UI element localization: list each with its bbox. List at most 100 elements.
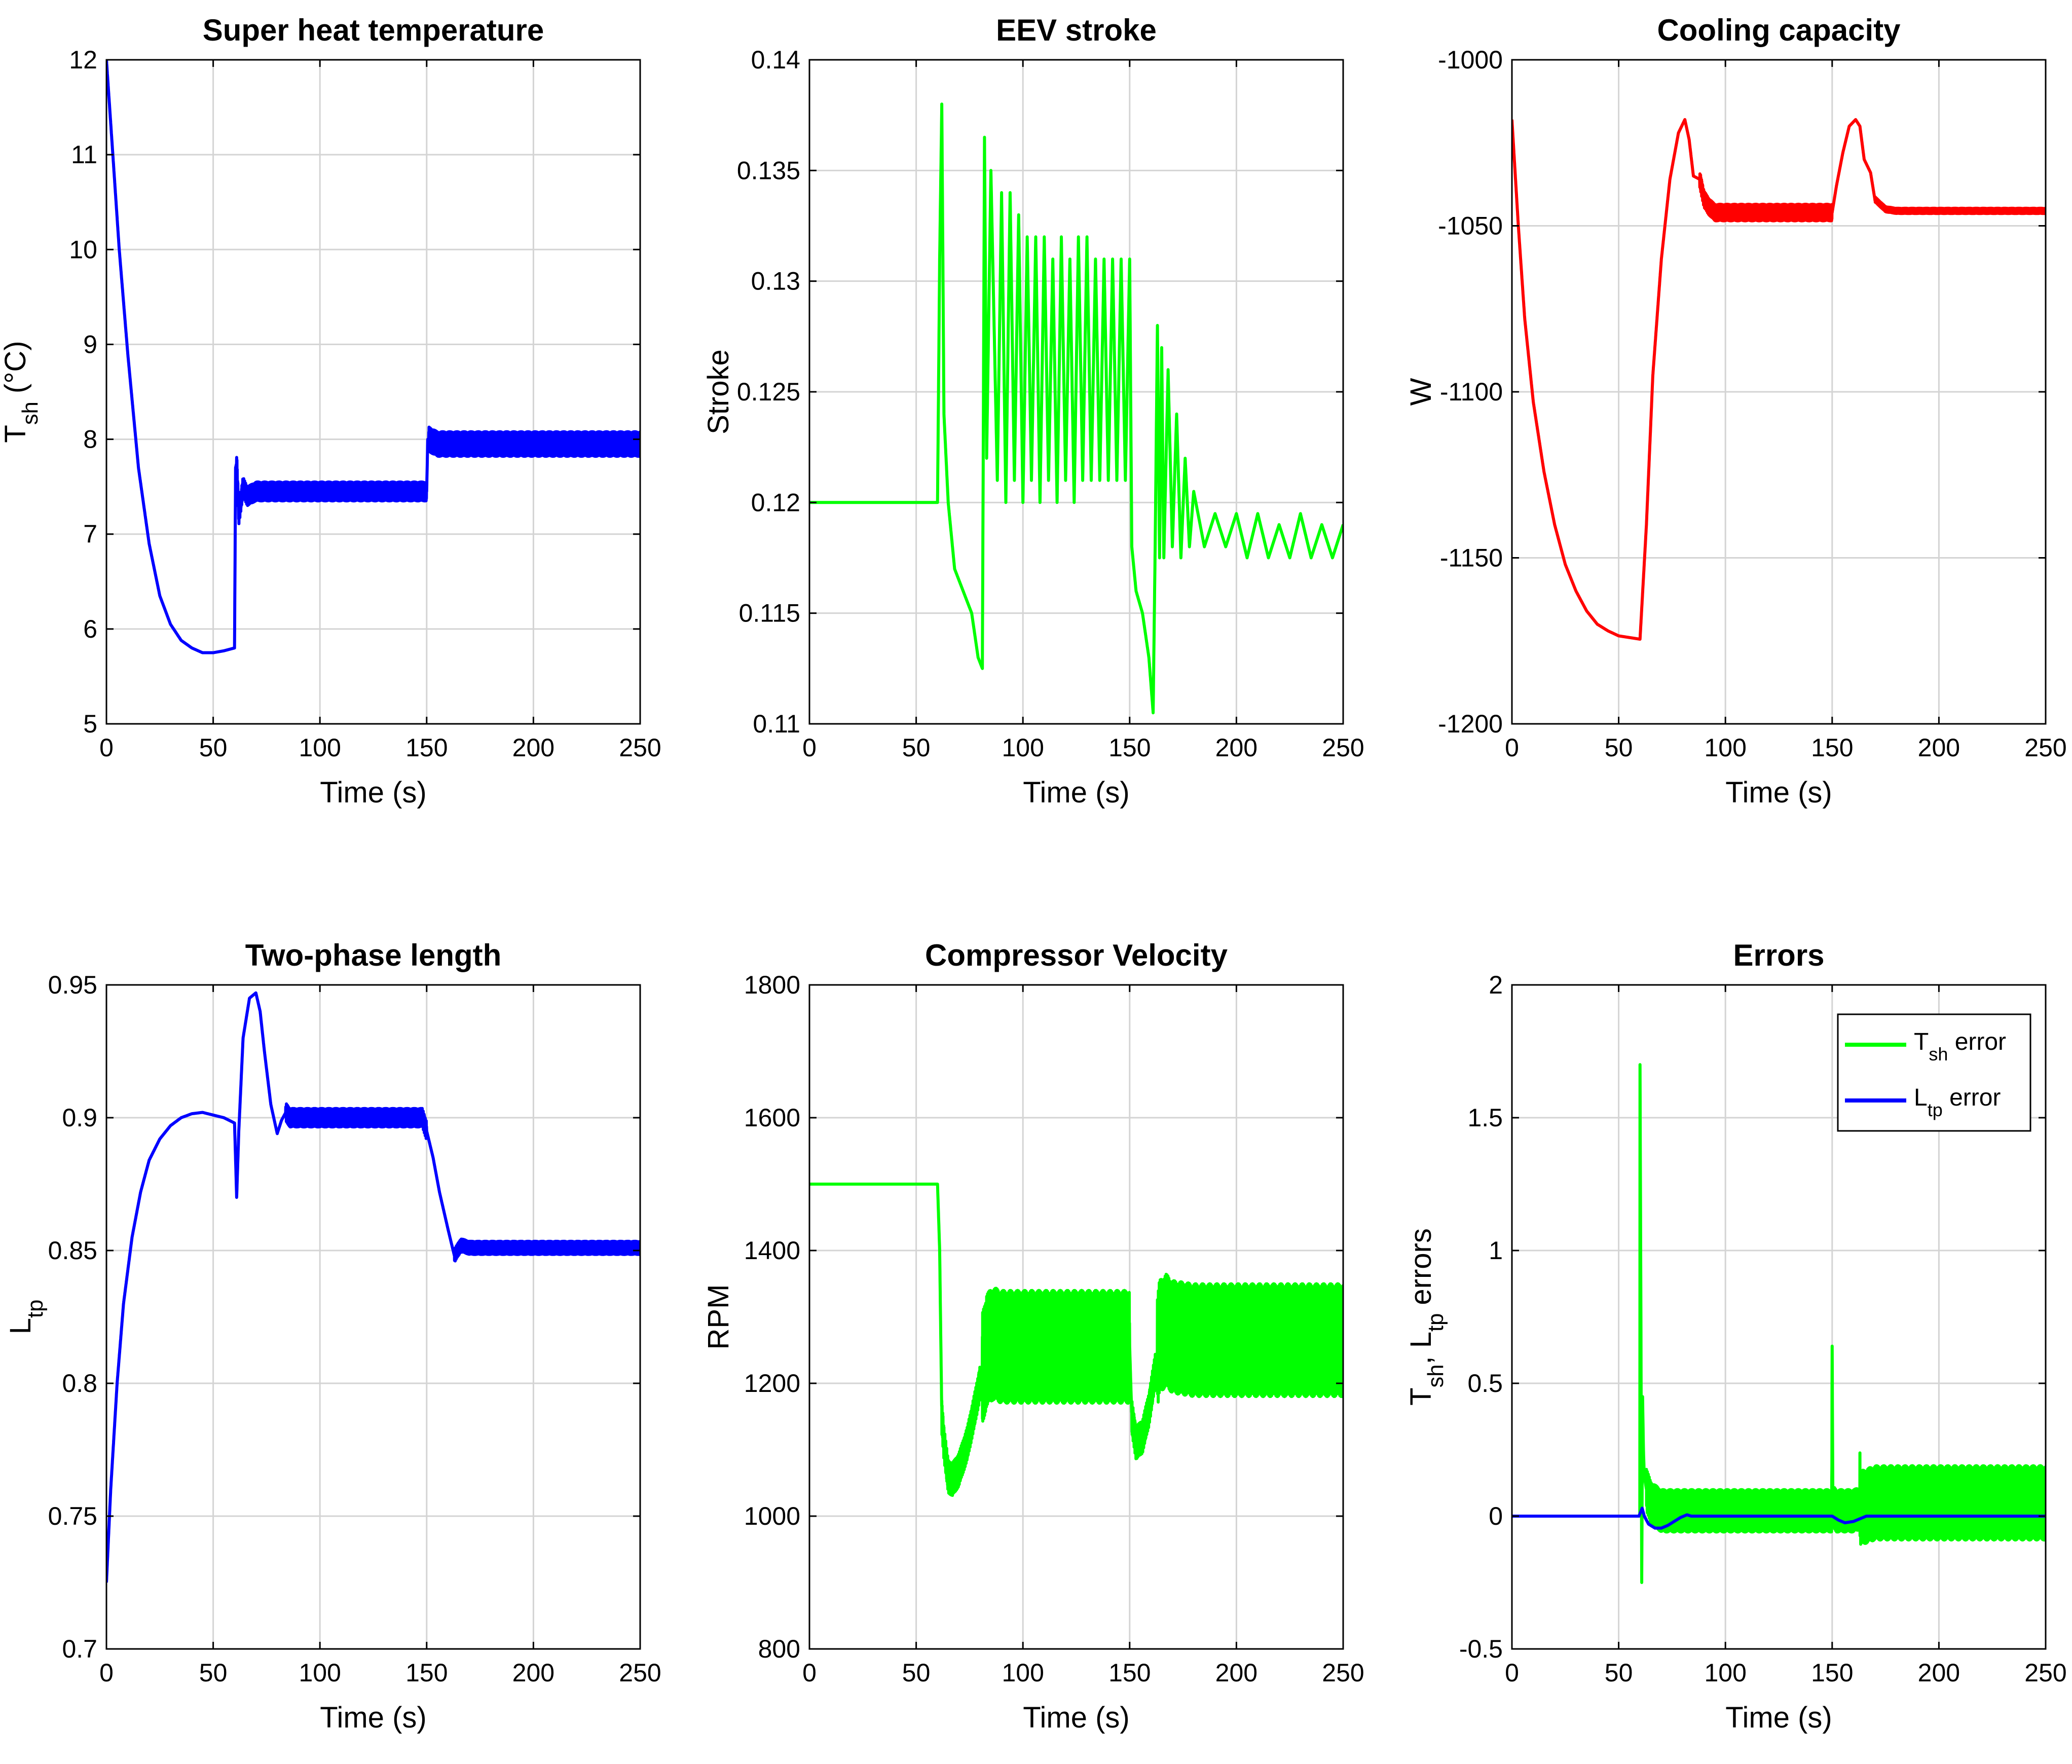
y-tick-label: 800: [758, 1635, 800, 1663]
x-tick-label: 250: [2024, 733, 2066, 762]
x-tick-label: 200: [512, 1659, 554, 1687]
x-tick-label: 150: [405, 1659, 448, 1687]
series-line-1: [106, 991, 640, 1583]
y-tick-label: 8: [83, 425, 97, 454]
y-tick-label: 5: [83, 710, 97, 738]
x-tick-label: 150: [1108, 1659, 1151, 1687]
y-axis-label: Ltp: [4, 1300, 48, 1335]
legend-label: Ltp error: [1914, 1084, 2001, 1120]
x-axis-label: Time (s): [1023, 1701, 1129, 1734]
x-tick-label: 250: [1322, 1659, 1364, 1687]
x-tick-label: 0: [99, 1659, 114, 1687]
x-tick-label: 50: [902, 1659, 931, 1687]
axes-frame: [105, 59, 641, 725]
series-line-1: [106, 59, 640, 654]
x-tick-label: 200: [1215, 1659, 1257, 1687]
x-tick-label: 250: [619, 1659, 661, 1687]
chart-title: Compressor Velocity: [925, 938, 1228, 972]
x-tick-label: 0: [802, 1659, 817, 1687]
y-tick-label: 0.135: [737, 156, 800, 185]
x-tick-label: 150: [1811, 733, 1853, 762]
x-tick-label: 100: [299, 1659, 341, 1687]
x-axis-label: Time (s): [320, 776, 426, 809]
x-tick-label: 0: [99, 733, 114, 762]
y-tick-label: 12: [69, 46, 97, 74]
chart-4: 0 50 100 150 200 250 0.7 0.75 0.8 0.85 0.9 0.95 Two-…: [4, 938, 661, 1734]
x-tick-label: 100: [299, 733, 341, 762]
x-tick-label: 50: [1605, 733, 1633, 762]
x-tick-label: 250: [619, 733, 661, 762]
y-tick-label: 7: [83, 520, 97, 548]
y-axis-label: Stroke: [702, 349, 735, 434]
x-tick-label: 150: [405, 733, 448, 762]
series-line-1: [809, 1183, 1343, 1497]
x-tick-label: 0: [802, 733, 817, 762]
y-tick-label: 0.85: [48, 1236, 97, 1265]
series-line-1: [1512, 118, 2046, 641]
y-tick-label: 0.115: [739, 599, 800, 628]
y-axis-label: W: [1404, 378, 1437, 406]
y-tick-label: -1050: [1438, 212, 1503, 240]
x-tick-label: 100: [1002, 1659, 1044, 1687]
chart-1: 0 50 100 150 200 250 5 6 7 8 9 10 11 12 Super heat tem…: [0, 13, 661, 809]
x-tick-label: 250: [1322, 733, 1364, 762]
y-tick-label: 6: [83, 615, 97, 643]
y-tick-label: 9: [83, 330, 97, 358]
plot-area: [106, 60, 640, 724]
y-tick-label: 0.125: [737, 378, 800, 406]
x-tick-label: 100: [1002, 733, 1044, 762]
x-tick-label: 100: [1704, 733, 1746, 762]
x-tick-label: 200: [1215, 733, 1257, 762]
y-tick-label: 1000: [744, 1502, 800, 1530]
chart-title: EEV stroke: [996, 13, 1157, 47]
y-tick-label: 1600: [744, 1104, 800, 1132]
y-tick-label: -0.5: [1459, 1635, 1503, 1663]
y-tick-label: 2: [1489, 971, 1503, 999]
x-tick-label: 150: [1811, 1659, 1853, 1687]
x-tick-label: 50: [1605, 1659, 1633, 1687]
x-tick-label: 50: [199, 1659, 228, 1687]
y-tick-label: -1000: [1438, 46, 1503, 74]
series-line-2: [1512, 1506, 2046, 1530]
y-axis-label: RPM: [702, 1284, 735, 1350]
x-tick-label: 50: [199, 733, 228, 762]
y-tick-label: 0.12: [751, 488, 800, 517]
y-tick-label: 0.9: [62, 1104, 97, 1132]
y-tick-label: 10: [69, 235, 97, 264]
y-tick-label: 0.5: [1467, 1369, 1503, 1398]
chart-5: 0 50 100 150 200 250 800 1000 1200 1400 1600 1800 Co…: [702, 938, 1364, 1734]
chart-title: Errors: [1733, 938, 1824, 972]
y-tick-label: 0.14: [751, 46, 800, 74]
y-axis-label: Tsh, Ltp errors: [1404, 1228, 1448, 1406]
legend-box: [1837, 1013, 2031, 1132]
x-tick-label: 200: [512, 733, 554, 762]
x-axis-label: Time (s): [1023, 776, 1129, 809]
y-tick-label: 0.7: [62, 1635, 97, 1663]
chart-title: Super heat temperature: [203, 13, 544, 47]
chart-title: Cooling capacity: [1657, 13, 1901, 47]
chart-2: 0 50 100 150 200 250 0.11 0.115 0.12 0.125 0.13 0.1…: [702, 13, 1364, 809]
legend-label: Tsh error: [1914, 1028, 2006, 1064]
x-axis-label: Time (s): [320, 1701, 426, 1734]
x-tick-label: 200: [1918, 733, 1960, 762]
chart-3: 0 50 100 150 200 250 -1200 -1150 -1100 -1050 -1000…: [1404, 13, 2067, 809]
axes-frame: [1511, 984, 2047, 1650]
x-axis-label: Time (s): [1725, 1701, 1832, 1734]
y-tick-label: 0.13: [751, 267, 800, 296]
y-tick-label: 0.11: [753, 710, 800, 738]
y-tick-label: 1: [1489, 1236, 1503, 1265]
y-axis-label: Tsh (°C): [0, 341, 43, 443]
y-tick-label: 1200: [744, 1369, 800, 1398]
x-axis-label: Time (s): [1725, 776, 1832, 809]
x-tick-label: 200: [1918, 1659, 1960, 1687]
legend: Tsh error Ltp error: [1837, 1013, 2031, 1132]
y-tick-label: 0.75: [48, 1502, 97, 1530]
y-tick-label: 11: [71, 140, 97, 169]
x-tick-label: 100: [1704, 1659, 1746, 1687]
y-tick-label: -1150: [1440, 544, 1503, 572]
y-tick-label: 1800: [744, 971, 800, 999]
axes-frame: [105, 984, 641, 1650]
y-tick-label: 1400: [744, 1236, 800, 1265]
